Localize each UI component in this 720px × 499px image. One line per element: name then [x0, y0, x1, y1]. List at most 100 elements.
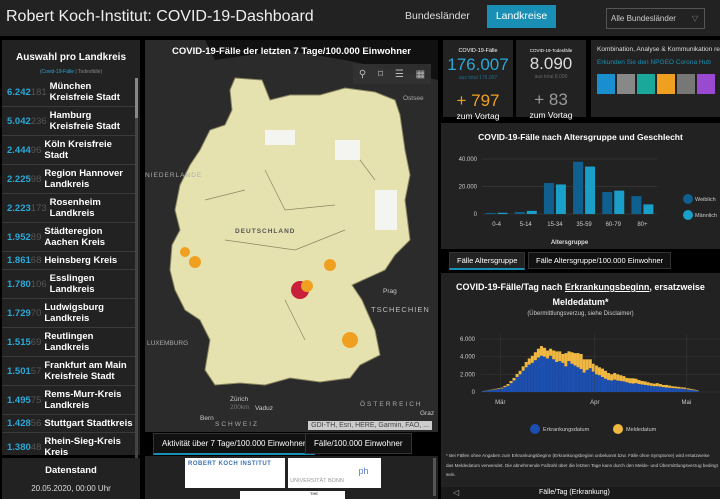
map-label-oesterreich: ÖSTERREICH	[360, 401, 423, 408]
landkreis-list-item[interactable]: 6.242 181 München Kreisfreie Stadt	[2, 78, 136, 107]
death-count: 96	[30, 144, 42, 156]
bar-erkrankungsdatum	[661, 387, 665, 392]
bar-erkrankungsdatum	[509, 383, 513, 392]
landkreis-list-item[interactable]: 2.444 96 Köln Kreisfreie Stadt	[2, 136, 136, 165]
tab-bundeslaender[interactable]: Bundesländer	[405, 10, 470, 22]
basemap-icon[interactable]: ▦	[415, 68, 426, 80]
datenstand-value: 20.05.2020, 00:00 Uhr	[31, 484, 111, 493]
bar-erkrankungsdatum	[497, 388, 501, 392]
landkreis-name: Frankfurt am Main Kreisfreie Stadt	[44, 360, 127, 382]
landkreis-list-item[interactable]: 1.380 48 Rhein-Sieg-Kreis Kreis	[2, 433, 136, 458]
bar-weiblich	[631, 196, 642, 214]
map-label-deutschland: DEUTSCHLAND	[235, 228, 296, 235]
death-count: 57	[30, 365, 42, 377]
car-icon[interactable]	[677, 74, 695, 94]
epi-chart-note: * Bei Fällen ohne Angaben zum Erkrankung…	[446, 453, 718, 477]
bundesland-dropdown[interactable]: Alle Bundesländer ▽	[606, 8, 705, 29]
x-tick-label: Mai	[682, 400, 692, 406]
tab-map-faelle[interactable]: Fälle/100.000 Einwohner	[305, 433, 412, 454]
landkreis-list-item[interactable]: 1.729 70 Ludwigsburg Landkreis	[2, 299, 136, 328]
bar-erkrankungsdatum	[558, 361, 562, 392]
landkreis-name: Rosenheim Landkreis	[49, 197, 101, 219]
bar-erkrankungsdatum	[485, 390, 489, 392]
landkreis-list-item[interactable]: 2.223 173 Rosenheim Landkreis	[2, 194, 136, 223]
bar-meldedatum	[616, 374, 620, 381]
death-count: 106	[30, 278, 47, 290]
bar-erkrankungsdatum	[543, 356, 547, 392]
bar-meldedatum	[686, 388, 690, 390]
bar-erkrankungsdatum	[570, 363, 574, 392]
bar-erkrankungsdatum	[573, 365, 577, 392]
bar-erkrankungsdatum	[546, 358, 550, 392]
bookmark-icon[interactable]: ⌑	[377, 68, 384, 80]
landkreis-list-item[interactable]: 1.952 89 Städteregion Aachen Kreis	[2, 223, 136, 252]
bar-weiblich	[485, 212, 496, 214]
list-scrollbar[interactable]	[135, 78, 138, 458]
bar-männlich	[497, 212, 508, 214]
bar-erkrankungsdatum	[695, 390, 699, 392]
landkreis-list-item[interactable]: 1.501 57 Frankfurt am Main Kreisfreie Stad…	[2, 357, 136, 386]
tab-faelle-altersgruppe[interactable]: Fälle Altersgruppe	[449, 252, 526, 270]
epi-title-underlined: Erkrankungsbeginn	[564, 282, 650, 292]
logos-scrollbar[interactable]	[433, 458, 436, 496]
map-label-vaduz: Vaduz	[255, 405, 273, 412]
landkreis-list-item[interactable]: 1.515 69 Reutlingen Landkreis	[2, 328, 136, 357]
npgeo-hub-link[interactable]: Erkunden Sie den NPGEO Corona Hub	[597, 59, 711, 66]
tab-landkreise[interactable]: Landkreise	[487, 5, 556, 28]
bar-erkrankungsdatum	[671, 388, 675, 392]
landkreis-list-item[interactable]: 1.428 56 Stuttgart Stadtkreis	[2, 415, 136, 433]
bar-erkrankungsdatum	[518, 374, 522, 392]
case-count: 2.444	[7, 144, 31, 156]
sub-cases-label: Covid-19-Fälle	[41, 69, 74, 75]
chevron-down-icon: ▽	[691, 14, 698, 23]
bar-meldedatum	[674, 386, 678, 389]
map-panel[interactable]: COVID-19-Fälle der letzten 7 Tage/100.00…	[145, 40, 438, 432]
bar-erkrankungsdatum	[506, 385, 510, 392]
legend-icon[interactable]: ☰	[394, 68, 404, 80]
bar-meldedatum	[558, 351, 562, 362]
bar-meldedatum	[500, 387, 504, 389]
hospital-icon[interactable]	[697, 74, 715, 94]
cases-label: COVID-19-Fälle	[458, 48, 498, 54]
bar-männlich	[585, 166, 596, 214]
landkreis-list: 6.242 181 München Kreisfreie Stadt 5.042 236…	[2, 78, 136, 458]
prev-arrow-icon[interactable]: ◁	[453, 488, 460, 497]
plant-hand-icon[interactable]	[597, 74, 615, 94]
bar-männlich	[555, 184, 566, 214]
map-label-ostsee: Ostsee	[403, 95, 424, 102]
bar-weiblich	[514, 211, 525, 214]
tab-faelle-altersgruppe-100k[interactable]: Fälle Altersgruppe/100.000 Einwohner	[528, 252, 672, 269]
npgeo-info-card: Kombination, Analyse & Kommunikation rel…	[591, 40, 720, 117]
map-attribution[interactable]: GDI-TH, Esri, HERE, Garmin, FAO, ...	[308, 421, 432, 430]
bar-erkrankungsdatum	[616, 380, 620, 392]
bar-erkrankungsdatum	[579, 369, 583, 392]
bar-erkrankungsdatum	[683, 388, 687, 392]
landkreis-list-item[interactable]: 1.861 68 Heinsberg Kreis	[2, 252, 136, 270]
tab-map-aktivitaet[interactable]: Aktivität über 7 Tage/100.000 Einwohner	[153, 433, 315, 455]
bar-erkrankungsdatum	[631, 383, 635, 392]
map-region-icon[interactable]	[657, 74, 675, 94]
search-icon[interactable]: ⚲	[358, 68, 367, 80]
map-label-bern: Bern	[200, 415, 214, 422]
bar-erkrankungsdatum	[512, 380, 516, 392]
bar-erkrankungsdatum	[588, 368, 592, 392]
location-house-icon[interactable]	[617, 74, 635, 94]
bar-erkrankungsdatum	[488, 390, 492, 392]
landkreis-list-item[interactable]: 1.780 106 Esslingen Landkreis	[2, 270, 136, 299]
heart-pulse-icon[interactable]	[637, 74, 655, 94]
landkreis-list-item[interactable]: 1.495 75 Rems-Murr-Kreis Landkreis	[2, 386, 136, 415]
map-canvas[interactable]	[145, 40, 438, 432]
legend-label: Weiblich	[695, 197, 716, 203]
bar-erkrankungsdatum	[521, 370, 525, 392]
bar-weiblich	[602, 192, 613, 214]
partner-logos-panel: ROBERT KOCH INSTITUT UNIVERSITÄT BONN ph…	[145, 456, 438, 499]
bar-meldedatum	[643, 381, 647, 385]
landkreis-name: Ludwigsburg Landkreis	[44, 302, 104, 324]
bar-erkrankungsdatum	[677, 388, 681, 392]
landkreis-list-item[interactable]: 2.225 98 Region Hannover Landkreis	[2, 165, 136, 194]
bar-meldedatum	[604, 370, 608, 379]
landkreis-list-item[interactable]: 5.042 236 Hamburg Kreisfreie Stadt	[2, 107, 136, 136]
death-count: 68	[30, 255, 42, 266]
map-label-prag: Prag	[383, 288, 397, 295]
bar-erkrankungsdatum	[503, 387, 507, 392]
